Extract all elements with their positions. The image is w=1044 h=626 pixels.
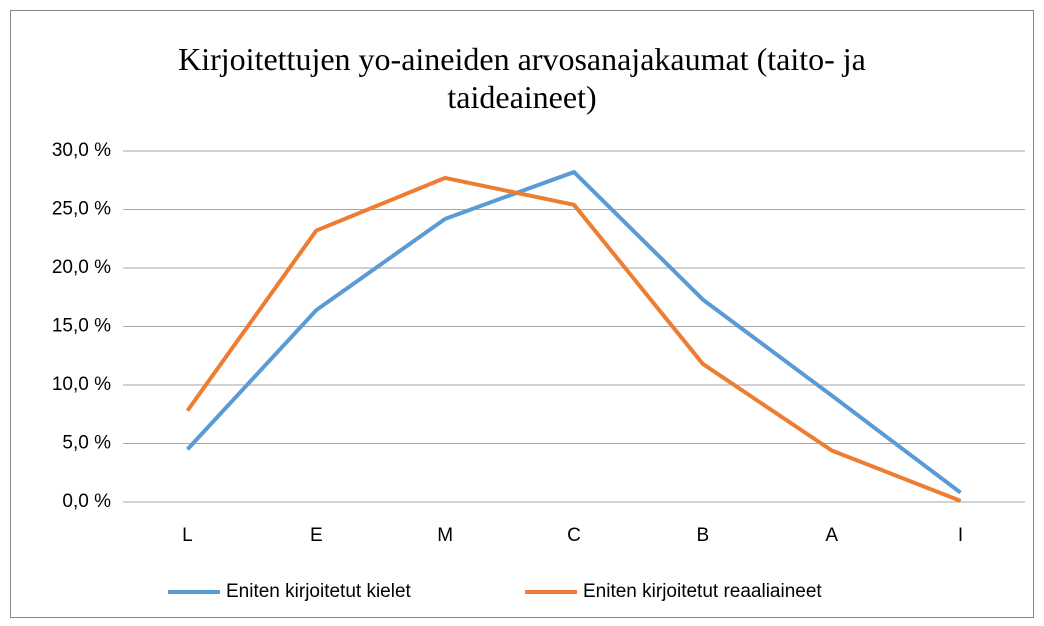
y-tick-label: 10,0 % <box>52 374 111 395</box>
y-tick-label: 5,0 % <box>62 433 111 454</box>
y-tick-label: 0,0 % <box>62 491 111 512</box>
data-line <box>185 170 962 495</box>
y-tick-label: 15,0 % <box>52 316 111 337</box>
x-tick-label: L <box>182 525 193 546</box>
x-tick-label: A <box>825 525 838 546</box>
legend-label: Eniten kirjoitetut reaaliaineet <box>583 581 822 602</box>
x-tick-label: C <box>567 525 581 546</box>
x-tick-label: E <box>310 525 323 546</box>
legend-label: Eniten kirjoitetut kielet <box>226 581 412 602</box>
chart-border <box>10 10 1034 618</box>
y-tick-label: 25,0 % <box>52 199 111 220</box>
y-tick-label: 30,0 % <box>52 140 111 161</box>
chart-title: Kirjoitettujen yo-aineiden arvosanajakau… <box>178 41 866 115</box>
x-tick-label: M <box>437 525 453 546</box>
data-line <box>185 175 962 503</box>
x-tick-label: B <box>697 525 710 546</box>
x-tick-label: I <box>958 525 963 546</box>
y-tick-label: 20,0 % <box>52 257 111 278</box>
